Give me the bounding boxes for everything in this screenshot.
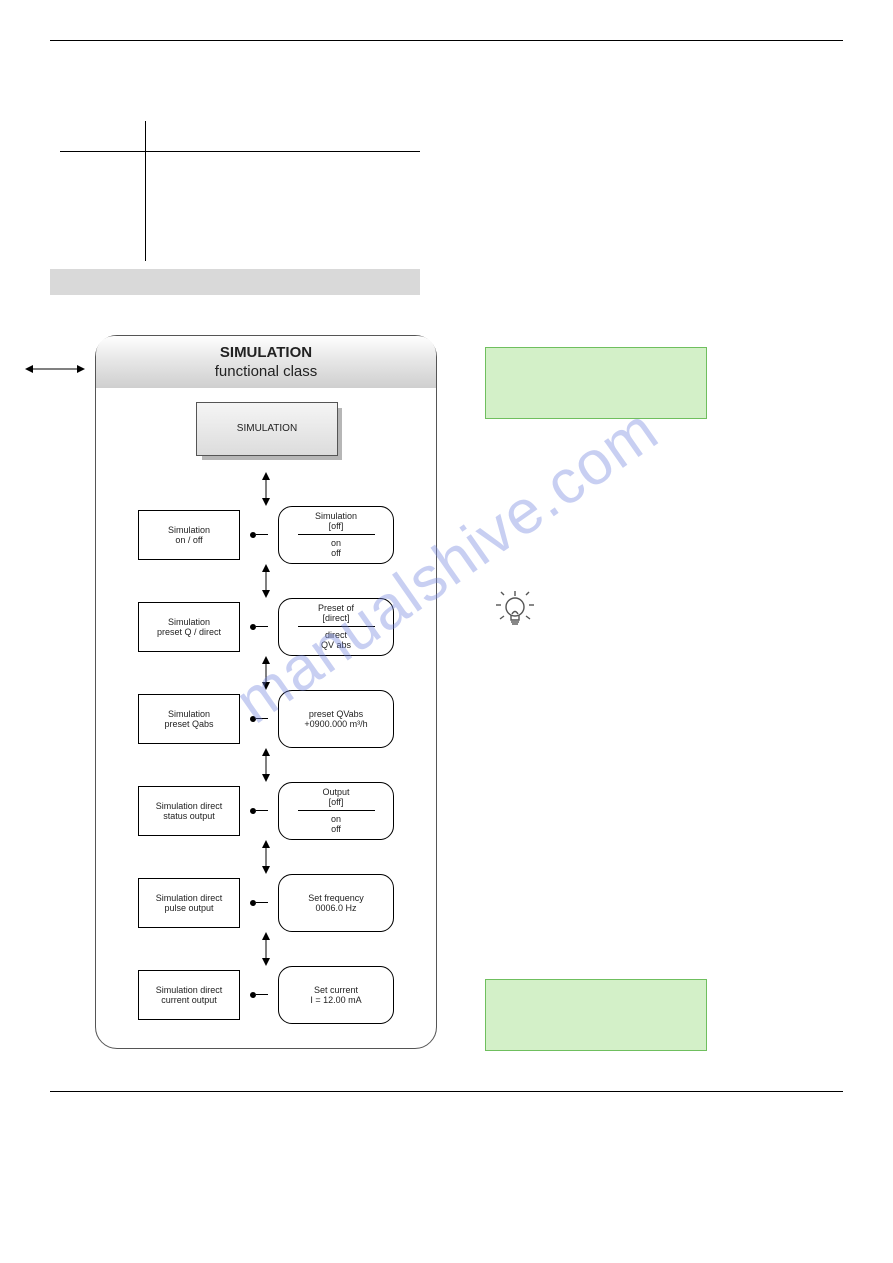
vertical-connector xyxy=(218,840,314,874)
step-row: Simulation directcurrent output Set curre… xyxy=(138,966,394,1024)
simulation-header-box: SIMULATION xyxy=(196,402,336,454)
panel-title-line1: SIMULATION xyxy=(96,344,436,363)
panel-title: SIMULATION functional class xyxy=(96,336,436,388)
step-round: preset QVabs+0900.000 m³/h xyxy=(278,690,394,748)
cross-divider xyxy=(60,121,420,261)
horizontal-connector xyxy=(256,810,268,811)
vertical-connector xyxy=(218,472,314,506)
step-rect: Simulationon / off xyxy=(138,510,240,560)
simulation-header-label: SIMULATION xyxy=(237,423,297,434)
bottom-rule xyxy=(50,1091,843,1092)
horizontal-connector xyxy=(256,718,268,719)
steps-column: Simulationon / offSimulation[off]onoffSi… xyxy=(106,472,426,1024)
step-row: Simulation directstatus output Output[off… xyxy=(138,782,394,840)
horizontal-connector xyxy=(256,626,268,627)
grey-heading-bar xyxy=(50,269,420,295)
step-row: Simulation directpulse output Set frequen… xyxy=(138,874,394,932)
step-round: Preset of[direct]directQV abs xyxy=(278,598,394,656)
vertical-connector xyxy=(218,748,314,782)
lightbulb-icon xyxy=(493,587,537,631)
step-row: Simulationpreset Qabs preset QVabs+0900.0… xyxy=(138,690,394,748)
step-rect: Simulation directstatus output xyxy=(138,786,240,836)
horizontal-connector xyxy=(256,994,268,995)
note-box-1 xyxy=(485,347,707,419)
panel-title-line2: functional class xyxy=(96,363,436,382)
step-rect: Simulation directpulse output xyxy=(138,878,240,928)
side-column xyxy=(475,335,843,1051)
step-round: Set currentI = 12.00 mA xyxy=(278,966,394,1024)
step-round: Simulation[off]onoff xyxy=(278,506,394,564)
vertical-connector xyxy=(218,932,314,966)
horizontal-connector xyxy=(256,902,268,903)
step-rect: Simulationpreset Q / direct xyxy=(138,602,240,652)
step-round: Output[off]onoff xyxy=(278,782,394,840)
step-row: Simulationpreset Q / direct Preset of[dir… xyxy=(138,598,394,656)
step-row: Simulationon / off Simulation[off]onoff xyxy=(138,506,394,564)
step-rect: Simulation directcurrent output xyxy=(138,970,240,1020)
step-rect: Simulationpreset Qabs xyxy=(138,694,240,744)
step-round: Set frequency0006.0 Hz xyxy=(278,874,394,932)
note-box-2 xyxy=(485,979,707,1051)
vertical-connector xyxy=(218,564,314,598)
vertical-connector xyxy=(218,656,314,690)
simulation-panel: SIMULATION functional class SIMULATION S… xyxy=(95,335,437,1049)
horizontal-connector xyxy=(256,534,268,535)
